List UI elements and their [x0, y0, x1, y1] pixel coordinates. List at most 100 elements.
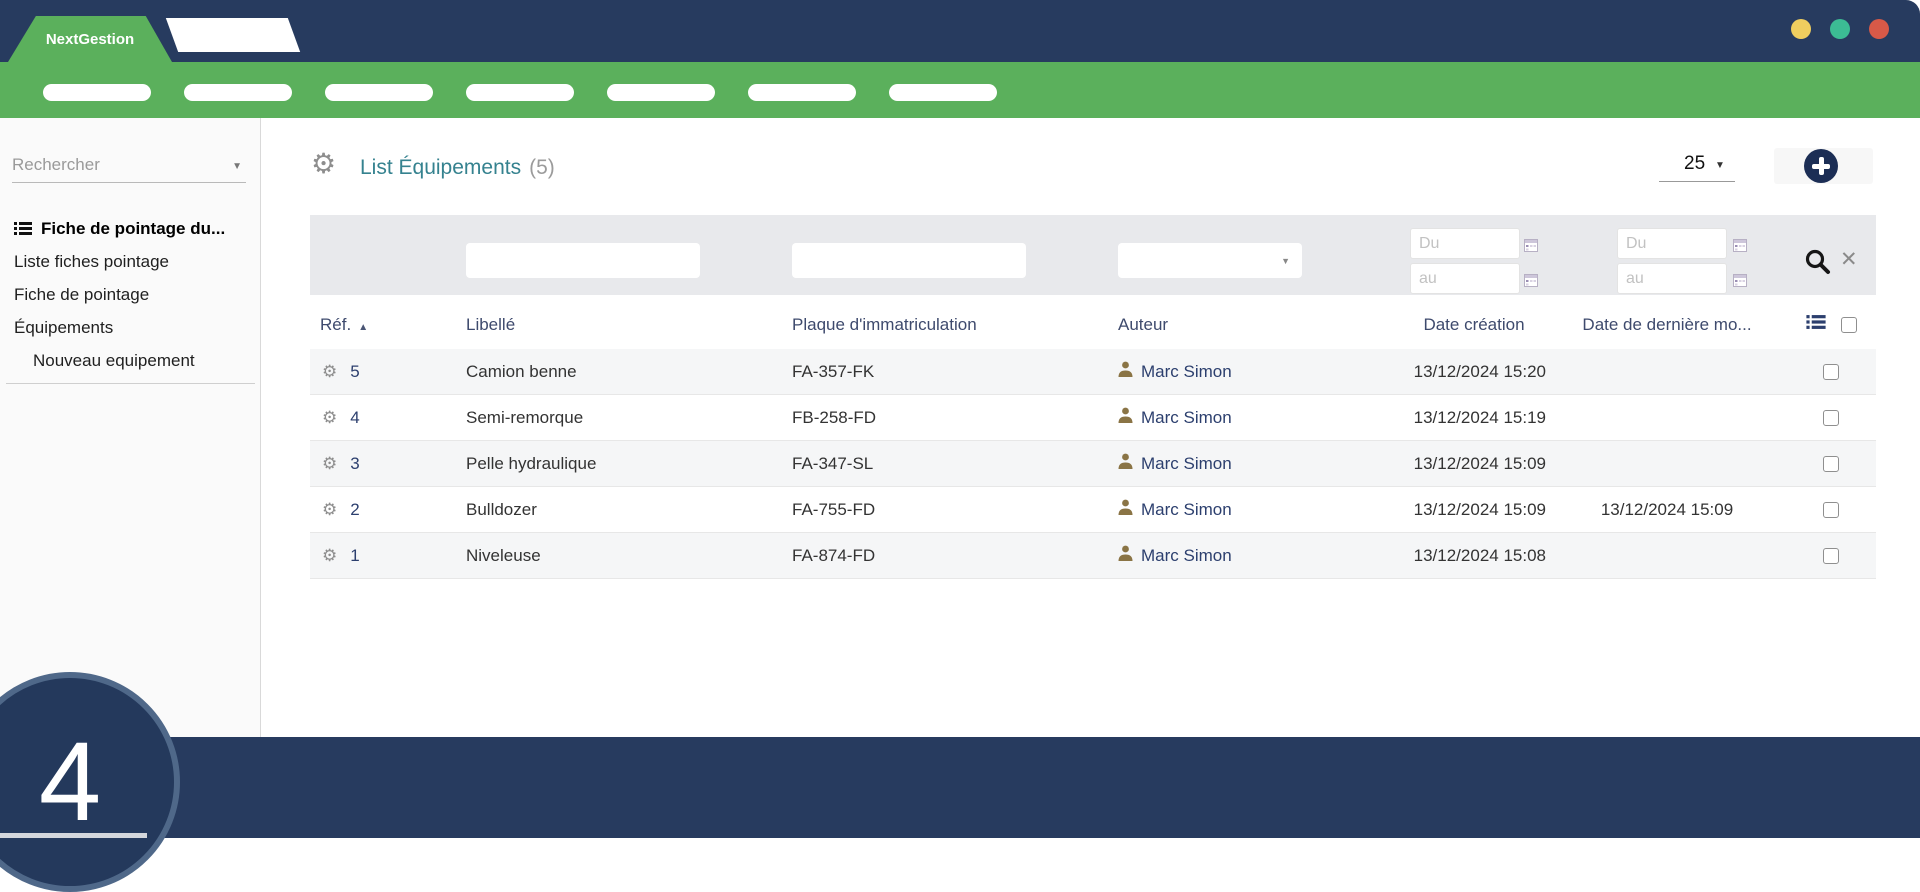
cell-libelle: Camion benne — [466, 361, 577, 381]
nav-item-5[interactable] — [607, 84, 715, 101]
table-row[interactable]: ⚙ 4 Semi-remorque FB-258-FD Marc Simon 1… — [310, 395, 1876, 441]
settings-gear-icon[interactable]: ⚙ — [311, 147, 337, 180]
cell-libelle: Semi-remorque — [466, 407, 584, 427]
plus-icon — [1804, 149, 1838, 183]
nav-item-7[interactable] — [889, 84, 997, 101]
nav-item-1[interactable] — [43, 84, 151, 101]
page-size-select[interactable]: 25 ▼ — [1659, 150, 1735, 182]
col-header-tools — [1780, 314, 1876, 335]
cell-libelle: Pelle hydraulique — [466, 453, 597, 473]
gear-icon[interactable]: ⚙ — [322, 499, 338, 520]
search-icon[interactable] — [1804, 248, 1831, 280]
cell-plaque: FA-357-FK — [792, 361, 875, 381]
list-view-icon[interactable] — [1806, 314, 1826, 335]
filter-date-modif-du-input[interactable] — [1617, 228, 1727, 259]
sidebar-item-label: Liste fiches pointage — [14, 251, 169, 271]
filter-date-modif-au-input[interactable] — [1617, 263, 1727, 294]
col-header-ref[interactable]: Réf. ▲ — [320, 314, 369, 334]
col-header-date-creation[interactable]: Date création — [1423, 314, 1525, 334]
window-dot-red[interactable] — [1869, 19, 1889, 39]
nav-item-3[interactable] — [325, 84, 433, 101]
cell-libelle: Bulldozer — [466, 499, 537, 519]
filter-date-creation-au-input[interactable] — [1410, 263, 1520, 294]
sidebar-divider — [6, 383, 255, 384]
row-checkbox[interactable] — [1823, 363, 1839, 380]
nav-item-4[interactable] — [466, 84, 574, 101]
step-badge-number: 4 — [38, 719, 102, 844]
cell-date-creation: 13/12/2024 15:20 — [1413, 361, 1546, 381]
scrollbar-fragment[interactable] — [0, 833, 147, 838]
sidebar-item[interactable]: Liste fiches pointage — [0, 245, 260, 278]
sort-asc-icon: ▲ — [358, 321, 369, 333]
ref-link[interactable]: 1 — [350, 545, 360, 565]
col-header-date-modif[interactable]: Date de dernière mo... — [1582, 314, 1752, 334]
chevron-down-icon: ▼ — [232, 161, 242, 172]
table-body: ⚙ 5 Camion benne FA-357-FK Marc Simon 13… — [310, 349, 1876, 579]
sidebar-item[interactable]: Nouveau equipement — [0, 344, 260, 377]
col-header-auteur[interactable]: Auteur — [1118, 314, 1169, 334]
sidebar-item-label: Équipements — [14, 317, 114, 337]
author-link[interactable]: Marc Simon — [1141, 453, 1232, 473]
cell-plaque: FB-258-FD — [792, 407, 877, 427]
page-size-value: 25 — [1684, 153, 1706, 174]
ref-link[interactable]: 2 — [350, 499, 360, 519]
ref-link[interactable]: 5 — [350, 361, 360, 381]
brand-tab[interactable]: NextGestion — [8, 16, 172, 62]
table-row[interactable]: ⚙ 2 Bulldozer FA-755-FD Marc Simon 13/12… — [310, 487, 1876, 533]
window-dot-yellow[interactable] — [1791, 19, 1811, 39]
window-dot-green[interactable] — [1830, 19, 1850, 39]
col-header-plaque[interactable]: Plaque d'immatriculation — [792, 314, 977, 334]
table-header: Réf. ▲ Libellé Plaque d'immatriculation A… — [310, 300, 1876, 349]
row-checkbox[interactable] — [1823, 455, 1839, 472]
filter-date-creation-du-input[interactable] — [1410, 228, 1520, 259]
page-title-count: (5) — [529, 156, 555, 179]
clear-filters-icon[interactable]: ✕ — [1840, 248, 1858, 271]
cell-date-modif: 13/12/2024 15:09 — [1600, 499, 1734, 519]
table-row[interactable]: ⚙ 3 Pelle hydraulique FA-347-SL Marc Sim… — [310, 441, 1876, 487]
table-row[interactable]: ⚙ 1 Niveleuse FA-874-FD Marc Simon 13/12… — [310, 533, 1876, 579]
filter-libelle-input[interactable] — [466, 243, 700, 278]
cell-plaque: FA-755-FD — [792, 499, 876, 519]
sidebar-item[interactable]: Fiche de pointage du... — [0, 212, 260, 245]
author-link[interactable]: Marc Simon — [1141, 407, 1232, 427]
author-link[interactable]: Marc Simon — [1141, 545, 1232, 565]
person-icon — [1118, 453, 1133, 474]
app-header: NextGestion — [0, 0, 1920, 62]
author-link[interactable]: Marc Simon — [1141, 499, 1232, 519]
gear-icon[interactable]: ⚙ — [322, 453, 338, 474]
nav-item-6[interactable] — [748, 84, 856, 101]
row-checkbox[interactable] — [1823, 501, 1839, 518]
calendar-icon[interactable] — [1733, 274, 1747, 292]
gear-icon[interactable]: ⚙ — [322, 545, 338, 566]
row-checkbox[interactable] — [1823, 547, 1839, 564]
cell-date-creation: 13/12/2024 15:09 — [1413, 499, 1546, 519]
sidebar-item[interactable]: Fiche de pointage — [0, 278, 260, 311]
filter-auteur-select[interactable]: ▼ — [1118, 243, 1302, 278]
calendar-icon[interactable] — [1524, 274, 1538, 292]
gear-icon[interactable]: ⚙ — [322, 361, 338, 382]
search-input[interactable] — [12, 150, 217, 181]
filter-plaque-input[interactable] — [792, 243, 1026, 278]
nav-item-2[interactable] — [184, 84, 292, 101]
brand-slab — [165, 18, 301, 52]
sidebar-item-label: Nouveau equipement — [33, 350, 195, 370]
sidebar-search-select[interactable]: ▼ — [12, 150, 246, 183]
add-equipment-button[interactable] — [1774, 148, 1873, 184]
cell-plaque: FA-874-FD — [792, 545, 876, 565]
page-title: List Équipements (5) — [360, 156, 555, 180]
author-link[interactable]: Marc Simon — [1141, 361, 1232, 381]
page-title-text: List Équipements — [360, 156, 522, 179]
select-all-checkbox[interactable] — [1841, 316, 1857, 333]
sidebar-item[interactable]: Équipements — [0, 311, 260, 344]
ref-link[interactable]: 4 — [350, 407, 360, 427]
col-header-libelle[interactable]: Libellé — [466, 314, 516, 334]
sidebar: ▼ Fiche de pointage du... Liste fiches p… — [0, 118, 261, 737]
ref-link[interactable]: 3 — [350, 453, 360, 473]
calendar-icon[interactable] — [1733, 239, 1747, 257]
chevron-down-icon: ▼ — [1281, 256, 1290, 266]
calendar-icon[interactable] — [1524, 239, 1538, 257]
row-checkbox[interactable] — [1823, 409, 1839, 426]
table-row[interactable]: ⚙ 5 Camion benne FA-357-FK Marc Simon 13… — [310, 349, 1876, 395]
gear-icon[interactable]: ⚙ — [322, 407, 338, 428]
brand-name: NextGestion — [45, 30, 135, 48]
